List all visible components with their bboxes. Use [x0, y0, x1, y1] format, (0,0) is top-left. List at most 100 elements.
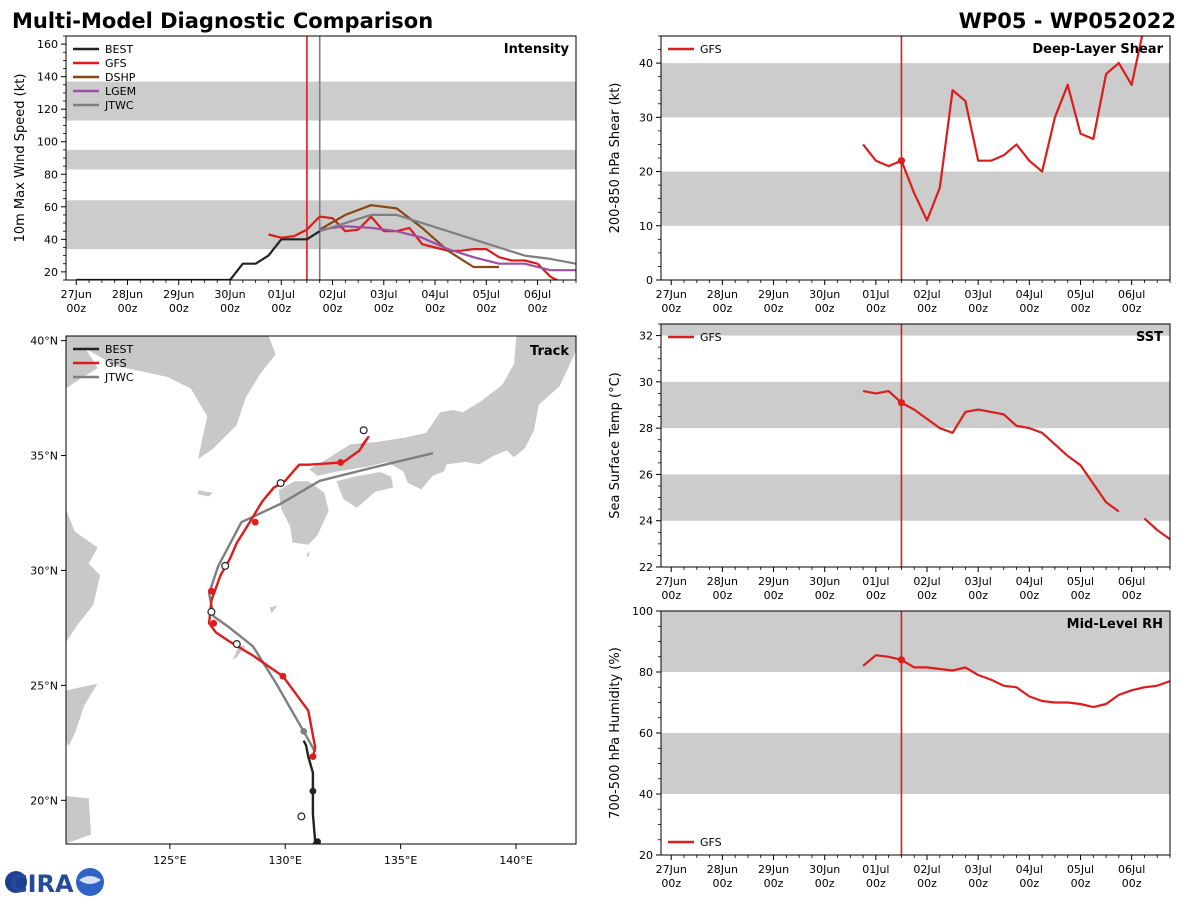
y-axis-label: 200-850 hPa Shear (kt)	[608, 83, 623, 234]
shaded-band	[661, 611, 1170, 672]
x-tick-label-hour: 00z	[1071, 302, 1091, 315]
legend-label-best: BEST	[105, 43, 133, 56]
shaded-band	[661, 381, 1170, 429]
panel-title: Intensity	[504, 42, 570, 57]
track-line-best	[302, 740, 317, 844]
track-marker-gfs	[309, 753, 317, 761]
sst-panel: Sea Surface Temp (°C)22242628303227Jun00…	[608, 323, 1171, 602]
series-line-jtwc	[319, 213, 576, 265]
y-tick-label: 160	[37, 38, 58, 51]
lon-tick-label: 125°E	[153, 854, 186, 867]
y-tick-label: 30	[639, 376, 653, 389]
x-tick-label-date: 05Jul	[473, 288, 500, 301]
x-tick-label-hour: 00z	[764, 877, 784, 890]
legend-label-lgem: LGEM	[105, 85, 136, 98]
series-line-gfs	[1143, 517, 1170, 541]
track-marker-best	[314, 838, 321, 844]
x-tick-label-hour: 00z	[271, 302, 291, 315]
legend-label-best: BEST	[105, 343, 133, 356]
lon-tick-label: 135°E	[384, 854, 417, 867]
x-tick-label-date: 02Jul	[913, 575, 940, 588]
shaded-band	[661, 474, 1170, 521]
x-tick-label-date: 28Jun	[707, 575, 738, 588]
x-tick-label-date: 03Jul	[965, 288, 992, 301]
x-tick-label-hour: 00z	[169, 302, 189, 315]
x-tick-label-hour: 00z	[712, 589, 732, 602]
y-tick-label: 60	[44, 201, 58, 214]
x-tick-label-date: 30Jun	[809, 575, 840, 588]
track-marker-gfs	[359, 426, 368, 435]
x-tick-label-date: 29Jun	[758, 288, 789, 301]
intensity-panel: 10m Max Wind Speed (kt) 20 40 60 80 100 120 140…	[13, 35, 577, 315]
legend-label-gfs: GFS	[105, 57, 127, 70]
x-tick-label-hour: 00z	[220, 302, 240, 315]
track-marker-gfs	[207, 587, 215, 595]
x-tick-label-date: 27Jun	[656, 863, 687, 876]
shaded-band	[66, 149, 576, 170]
y-tick-label: 100	[37, 136, 58, 149]
y-tick-label: 40	[639, 788, 653, 801]
land-layer	[66, 336, 576, 844]
x-tick-label-hour: 00z	[866, 589, 886, 602]
y-tick-label: 24	[639, 515, 653, 528]
track-marker-gfs	[232, 640, 241, 649]
shaded-band	[66, 200, 576, 250]
y-tick-label: 20	[639, 849, 653, 862]
x-tick-label-date: 29Jun	[758, 863, 789, 876]
y-tick-label: 20	[639, 166, 653, 179]
legend-label-jtwc: JTWC	[104, 371, 134, 384]
series-line-gfs	[862, 654, 1170, 709]
x-tick-label-date: 05Jul	[1067, 863, 1094, 876]
lat-tick-label: 25°N	[30, 679, 58, 692]
series-line-gfs	[268, 215, 560, 280]
x-tick-label-date: 06Jul	[1118, 288, 1145, 301]
land-polygon	[66, 682, 100, 749]
x-tick-label-hour: 00z	[661, 589, 681, 602]
y-tick-label: 60	[639, 727, 653, 740]
track-marker-best	[297, 812, 306, 821]
shaded-band	[661, 324, 1170, 336]
storm-id-title: WP05 - WP052022	[959, 9, 1176, 33]
panel-title: Track	[530, 344, 569, 359]
x-tick-label-hour: 00z	[866, 877, 886, 890]
x-tick-label-date: 03Jul	[965, 863, 992, 876]
x-tick-label-hour: 00z	[1019, 302, 1039, 315]
shaded-band	[661, 733, 1170, 794]
x-tick-label-date: 04Jul	[1016, 575, 1043, 588]
x-tick-label-date: 03Jul	[370, 288, 397, 301]
current-value-marker	[897, 399, 906, 407]
current-value-marker	[897, 157, 906, 165]
y-axis-label: 700-500 hPa Humidity (%)	[608, 647, 623, 819]
track-marker-jtwc	[300, 727, 308, 735]
x-tick-label-hour: 00z	[1019, 877, 1039, 890]
y-tick-label: 10	[639, 220, 653, 233]
x-tick-label-hour: 00z	[661, 877, 681, 890]
x-tick-label-date: 05Jul	[1067, 288, 1094, 301]
current-value-marker	[897, 656, 906, 664]
track-marker-gfs	[221, 561, 230, 570]
x-tick-label-hour: 00z	[528, 302, 548, 315]
rh-panel: 700-500 hPa Humidity (%) 20 40 60 80 100 27Jun…	[608, 605, 1171, 890]
shaded-band	[661, 63, 1170, 118]
track-marker-gfs	[207, 607, 216, 616]
x-tick-label-hour: 00z	[866, 302, 886, 315]
x-tick-label-date: 30Jun	[809, 288, 840, 301]
x-tick-label-date: 27Jun	[656, 575, 687, 588]
track-marker-gfs	[276, 479, 285, 488]
x-tick-label-hour: 00z	[764, 302, 784, 315]
x-tick-label-date: 29Jun	[163, 288, 194, 301]
x-tick-label-hour: 00z	[712, 877, 732, 890]
track-marker-best	[309, 787, 317, 795]
x-tick-label-hour: 00z	[425, 302, 445, 315]
y-tick-label: 26	[639, 468, 653, 481]
y-tick-label: 30	[639, 111, 653, 124]
legend-label-dshp: DSHP	[105, 71, 136, 84]
x-tick-label-date: 04Jul	[1016, 863, 1043, 876]
x-tick-label-date: 05Jul	[1067, 575, 1094, 588]
x-tick-label-hour: 00z	[1019, 589, 1039, 602]
series-group	[862, 654, 1170, 709]
x-tick-label-hour: 00z	[66, 302, 86, 315]
track-line-gfs	[207, 435, 370, 757]
x-tick-label-date: 02Jul	[913, 863, 940, 876]
y-tick-label: 80	[44, 168, 58, 181]
